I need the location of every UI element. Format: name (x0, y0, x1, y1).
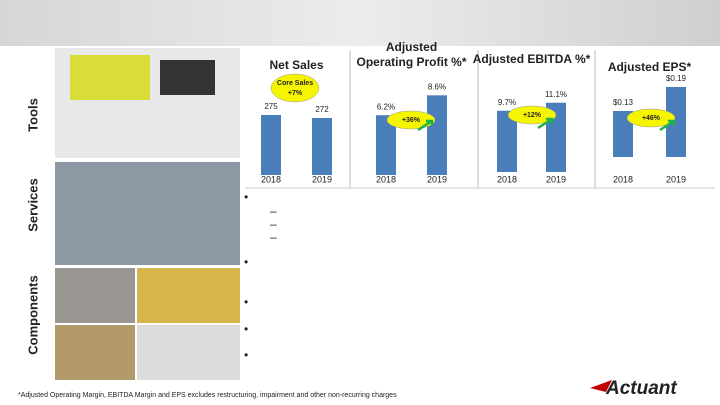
value-label: 8.6% (428, 82, 446, 91)
value-label: 275 (264, 102, 278, 111)
x-tick-label: 2019 (312, 174, 332, 184)
value-label: 9.7% (498, 98, 516, 107)
x-tick-label: 2019 (427, 174, 447, 184)
x-tick-label: 2019 (666, 174, 686, 184)
components-photo (55, 325, 135, 380)
bar (427, 95, 447, 175)
bullet: • (244, 322, 248, 336)
bullet: • (244, 255, 248, 269)
chart-title: Net Sales (269, 58, 323, 72)
bar (261, 115, 281, 175)
value-label: 272 (315, 105, 329, 114)
badge-text: Core Sales (277, 80, 313, 87)
footnote: *Adjusted Operating Margin, EBITDA Margi… (18, 392, 397, 399)
services-photo (55, 162, 240, 265)
banner (0, 0, 720, 46)
x-tick-label: 2018 (613, 174, 633, 184)
x-tick-label: 2018 (261, 174, 281, 184)
dash: – (270, 217, 277, 231)
bullet: • (244, 295, 248, 309)
bar (613, 111, 633, 157)
value-label: $0.19 (666, 74, 687, 83)
dash: – (270, 204, 277, 218)
badge (626, 108, 676, 128)
badge (507, 105, 557, 125)
x-tick-label: 2018 (376, 174, 396, 184)
arrow (537, 117, 554, 130)
bar (497, 110, 517, 172)
section-label: Components (25, 275, 40, 354)
tool-image (160, 60, 215, 95)
logo: Actuant (605, 378, 677, 399)
arrow (417, 119, 434, 132)
bullets: • • • • • – – – (244, 190, 277, 362)
value-label: $0.13 (613, 98, 634, 107)
bar (376, 115, 396, 175)
logo-swoosh (590, 380, 612, 392)
bar (666, 87, 686, 157)
badge (386, 110, 436, 130)
badge-text: +7% (288, 90, 303, 97)
section-label: Tools (25, 98, 40, 132)
badge-text: +36% (402, 117, 421, 124)
chart-title: Adjusted (386, 40, 437, 54)
section-label: Services (25, 178, 40, 232)
badge (270, 73, 320, 103)
tool-image (70, 55, 150, 100)
bullet: • (244, 190, 248, 204)
components-photo (137, 268, 240, 323)
arrow (659, 119, 676, 132)
bar (312, 118, 332, 175)
value-label: 6.2% (377, 102, 395, 111)
chart-title: Adjusted EBITDA %* (473, 52, 591, 66)
components-photo (137, 325, 240, 380)
components-photo (55, 268, 135, 323)
badge-text: +12% (523, 112, 542, 119)
bullet: • (244, 348, 248, 362)
x-tick-label: 2018 (497, 174, 517, 184)
x-tick-label: 2019 (546, 174, 566, 184)
dash: – (270, 230, 277, 244)
chart-title: Operating Profit %* (356, 55, 466, 69)
chart-title: Adjusted EPS* (608, 60, 692, 74)
badge-text: +46% (642, 115, 661, 122)
value-label: 11.1% (545, 90, 567, 99)
